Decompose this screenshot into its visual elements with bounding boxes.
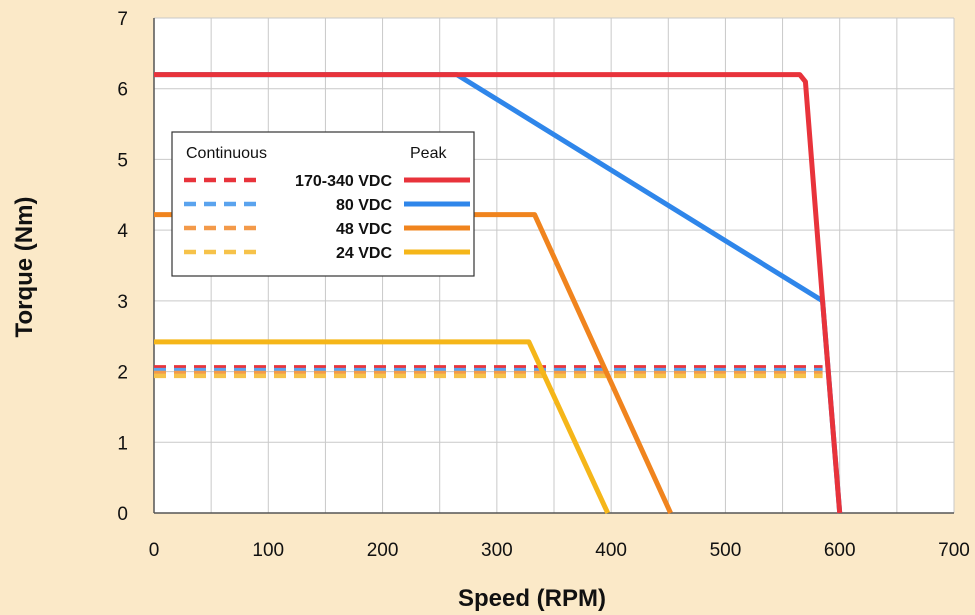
y-tick-label: 7 [117,9,128,30]
y-tick-label: 6 [117,80,128,101]
x-tick-label: 300 [481,540,513,561]
y-tick-label: 5 [117,150,128,171]
x-axis-title: Speed (RPM) [458,585,606,612]
legend-entry-label: 80 VDC [336,197,392,214]
y-tick-label: 0 [117,504,128,525]
y-tick-label: 3 [117,292,128,313]
legend: Continuous Peak 170-340 VDC 80 VDC 48 VDC 24 … [171,131,475,277]
y-tick-label: 4 [117,221,128,242]
legend-entry-label: 48 VDC [336,221,392,238]
peak-line-170-340-vdc [154,72,843,514]
x-tick-label: 200 [367,540,399,561]
x-tick-label: 400 [595,540,627,561]
x-tick-label: 100 [252,540,284,561]
x-tick-label: 600 [824,540,856,561]
legend-entry-label: 170-340 VDC [295,173,392,190]
x-tick-label: 500 [710,540,742,561]
x-tick-label: 0 [149,540,160,561]
y-tick-label: 2 [117,363,128,384]
legend-header-peak: Peak [410,145,447,162]
x-tick-label: 700 [938,540,970,561]
legend-header-continuous: Continuous [186,145,267,162]
y-tick-labels: 0 1 2 3 4 5 6 7 [117,9,128,525]
y-axis-title: Torque (Nm) [11,197,38,338]
y-tick-label: 1 [117,433,128,454]
legend-entry-label: 24 VDC [336,245,392,262]
x-tick-labels: 0 100 200 300 400 500 600 700 [149,540,970,561]
peak-line-24-vdc [154,339,610,515]
